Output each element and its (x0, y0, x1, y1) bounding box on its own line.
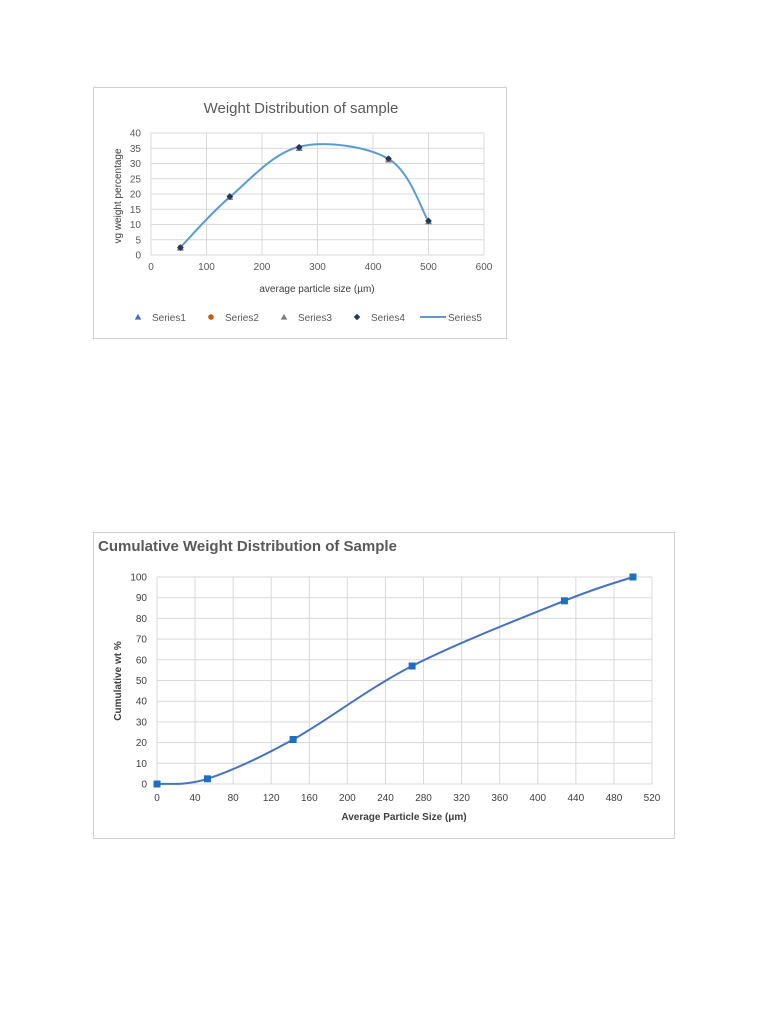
legend-swatch (353, 313, 361, 321)
legend-label: Series3 (298, 313, 332, 324)
x-tick-label: 80 (228, 793, 240, 804)
legend-swatch (134, 313, 142, 320)
data-point (153, 780, 161, 788)
x-tick-label: 40 (190, 793, 202, 804)
legend-label: Series1 (152, 313, 186, 324)
y-tick-label: 60 (136, 655, 148, 666)
y-tick-label: 5 (135, 235, 141, 246)
x-tick-label: 200 (339, 793, 356, 804)
x-tick-label: 500 (420, 262, 437, 273)
y-tick-label: 10 (136, 759, 148, 770)
data-point (425, 217, 432, 225)
y-axis-label: vg weight percentage (113, 148, 124, 244)
data-point (408, 662, 416, 670)
data-point (289, 735, 297, 743)
x-tick-label: 440 (568, 793, 585, 804)
y-tick-label: 20 (136, 738, 148, 749)
data-point (203, 775, 211, 783)
y-tick-label: 80 (136, 614, 148, 625)
y-tick-label: 90 (136, 593, 148, 604)
x-tick-label: 160 (301, 793, 318, 804)
y-tick-label: 25 (130, 174, 142, 185)
legend-label: Series5 (448, 313, 482, 324)
chart-title: Cumulative Weight Distribution of Sample (98, 538, 397, 555)
y-tick-label: 40 (130, 129, 142, 140)
x-tick-label: 240 (377, 793, 394, 804)
x-tick-label: 600 (476, 262, 493, 273)
x-tick-label: 0 (148, 262, 154, 273)
y-tick-label: 100 (130, 573, 147, 584)
x-axis-label: Average Particle Size (μm) (341, 812, 466, 823)
weight-distribution-chart: Weight Distribution of sample 0 5 10 15 20 25… (93, 87, 507, 339)
y-tick-label: 35 (130, 144, 142, 155)
data-point (226, 193, 234, 200)
data-point (560, 597, 568, 605)
x-tick-label: 400 (365, 262, 382, 273)
x-tick-label: 320 (453, 793, 470, 804)
x-tick-label: 280 (415, 793, 432, 804)
x-tick-label: 360 (491, 793, 508, 804)
x-axis-label: average particle size (µm) (259, 284, 374, 295)
data-point (629, 573, 637, 581)
x-tick-label: 300 (309, 262, 326, 273)
legend-label: Series2 (225, 313, 259, 324)
legend-swatch (208, 314, 214, 320)
cumulative-weight-distribution-chart: Cumulative Weight Distribution of Sample… (93, 532, 675, 839)
y-tick-label: 10 (130, 220, 142, 231)
y-tick-label: 30 (136, 717, 148, 728)
y-axis-label: Cumulative wt % (113, 641, 124, 721)
x-tick-label: 100 (198, 262, 215, 273)
series-line (179, 143, 430, 249)
x-tick-label: 400 (529, 793, 546, 804)
y-tick-label: 0 (135, 251, 141, 262)
x-tick-label: 0 (154, 793, 160, 804)
x-tick-label: 480 (606, 793, 623, 804)
y-tick-label: 50 (136, 676, 148, 687)
chart-title: Weight Distribution of sample (204, 100, 399, 117)
data-point (295, 144, 303, 151)
legend: Series1 Series2 Series3 Series4 Series5 (134, 313, 482, 324)
weight-distribution-plot: Weight Distribution of sample 0 5 10 15 20 25… (113, 100, 493, 324)
y-tick-label: 15 (130, 205, 142, 216)
x-tick-label: 120 (263, 793, 280, 804)
y-tick-label: 0 (141, 780, 147, 791)
x-tick-label: 520 (644, 793, 661, 804)
cumulative-weight-distribution-plot: Cumulative Weight Distribution of Sample… (98, 538, 661, 823)
data-point (385, 155, 392, 162)
y-tick-label: 70 (136, 635, 148, 646)
legend-label: Series4 (371, 313, 405, 324)
y-tick-label: 30 (130, 159, 142, 170)
x-tick-label: 200 (254, 262, 271, 273)
legend-swatch (280, 313, 288, 320)
y-tick-label: 20 (130, 190, 142, 201)
y-tick-label: 40 (136, 697, 148, 708)
